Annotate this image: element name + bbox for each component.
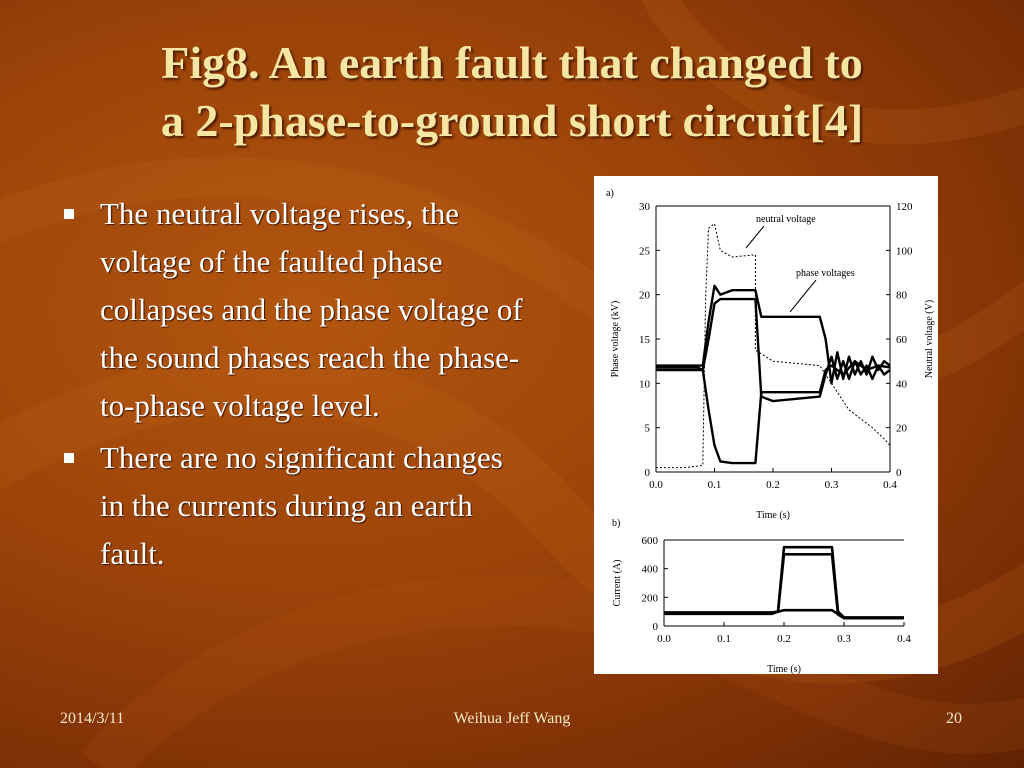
y2-tick-label: 20: [896, 423, 908, 435]
y-tick-label: 30: [639, 201, 651, 213]
y2-tick-label: 60: [896, 334, 908, 346]
footer-date: 2014/3/11: [60, 710, 125, 727]
x-tick-label: 0.0: [657, 633, 671, 645]
y-tick-label: 15: [639, 334, 651, 346]
y2-tick-label: 80: [896, 290, 908, 302]
x-tick-label: 0.2: [766, 479, 780, 491]
y-tick-label: 20: [639, 290, 651, 302]
x-tick-label: 0.4: [883, 479, 897, 491]
x-tick-label: 0.3: [837, 633, 851, 645]
annotation-neutral-voltage: neutral voltage: [756, 214, 816, 225]
title-line-2: a 2-phase-to-ground short circuit[4]: [160, 95, 864, 146]
chart-a-axes: 0.0 0.1 0.2 0.3 0.40510152025300204060801001…: [639, 201, 913, 491]
x-tick-label: 0.0: [649, 479, 663, 491]
y2-tick-label: 120: [896, 201, 913, 213]
series-line: [664, 552, 904, 620]
y2-tick-label: 40: [896, 378, 908, 390]
y2-tick-label: 100: [896, 245, 913, 257]
y-tick-label: 25: [639, 245, 651, 257]
bullet-item: There are no significant changes in the …: [62, 434, 532, 578]
chart-b-ylabel: Current (A): [612, 560, 623, 607]
series-line: [656, 284, 891, 385]
chart-a-ylabel: Phase voltage (kV): [610, 301, 621, 378]
chart-a-y2label: Neutral voltage (V): [924, 300, 935, 378]
bullet-text: There are no significant changes in the …: [100, 440, 503, 571]
series-line: [664, 608, 904, 620]
annotation-phase-arrow: [789, 279, 817, 313]
footer-author: Weihua Jeff Wang: [453, 710, 571, 727]
y-tick-label: 600: [642, 535, 659, 547]
title-line-1: Fig8. An earth fault that changed to: [161, 37, 863, 88]
x-tick-label: 0.3: [825, 479, 839, 491]
bullet-square-icon: [64, 209, 74, 219]
bullet-item: The neutral voltage rises, the voltage o…: [62, 190, 532, 430]
annotation-phase-voltages: phase voltages: [796, 268, 855, 279]
series-line: [656, 297, 891, 403]
series-line: [656, 359, 891, 465]
figure-charts: a) 0.0 0.1 0.2 0.3 0.40510152025300204060801…: [606, 188, 935, 674]
bullet-square-icon: [64, 453, 74, 463]
series-line: [656, 223, 891, 469]
x-tick-label: 0.1: [717, 633, 731, 645]
y-tick-label: 5: [645, 423, 651, 435]
y-tick-label: 200: [642, 592, 659, 604]
y-tick-label: 10: [639, 378, 651, 390]
panel-b-label: b): [612, 518, 620, 529]
x-tick-label: 0.2: [777, 633, 791, 645]
figure-panel: a) 0.0 0.1 0.2 0.3 0.4 0 5 10 15 20 25 30 0 20 40 60 80 1…: [594, 176, 938, 674]
y2-tick-label: 0: [896, 467, 902, 479]
chart-b-lines: [664, 545, 904, 620]
bullet-list: The neutral voltage rises, the voltage o…: [62, 190, 532, 582]
slide-title: Fig8. An earth fault that changed to a 2…: [0, 34, 1024, 150]
footer-page-number: 20: [946, 710, 962, 727]
chart-a-xlabel: Time (s): [756, 510, 790, 521]
chart-b-axes: 0.0 0.1 0.2 0.3 0.4 0 200 400 600: [642, 535, 912, 645]
panel-a-label: a): [606, 188, 614, 199]
y-tick-label: 400: [642, 564, 659, 576]
x-tick-label: 0.4: [897, 633, 911, 645]
y-tick-label: 0: [653, 621, 659, 633]
chart-b-xlabel: Time (s): [767, 664, 801, 674]
bullet-text: The neutral voltage rises, the voltage o…: [100, 196, 523, 423]
chart-a-lines: [656, 223, 891, 469]
y-tick-label: 0: [645, 467, 651, 479]
annotation-neutral-arrow: [745, 225, 765, 249]
x-tick-label: 0.1: [708, 479, 722, 491]
